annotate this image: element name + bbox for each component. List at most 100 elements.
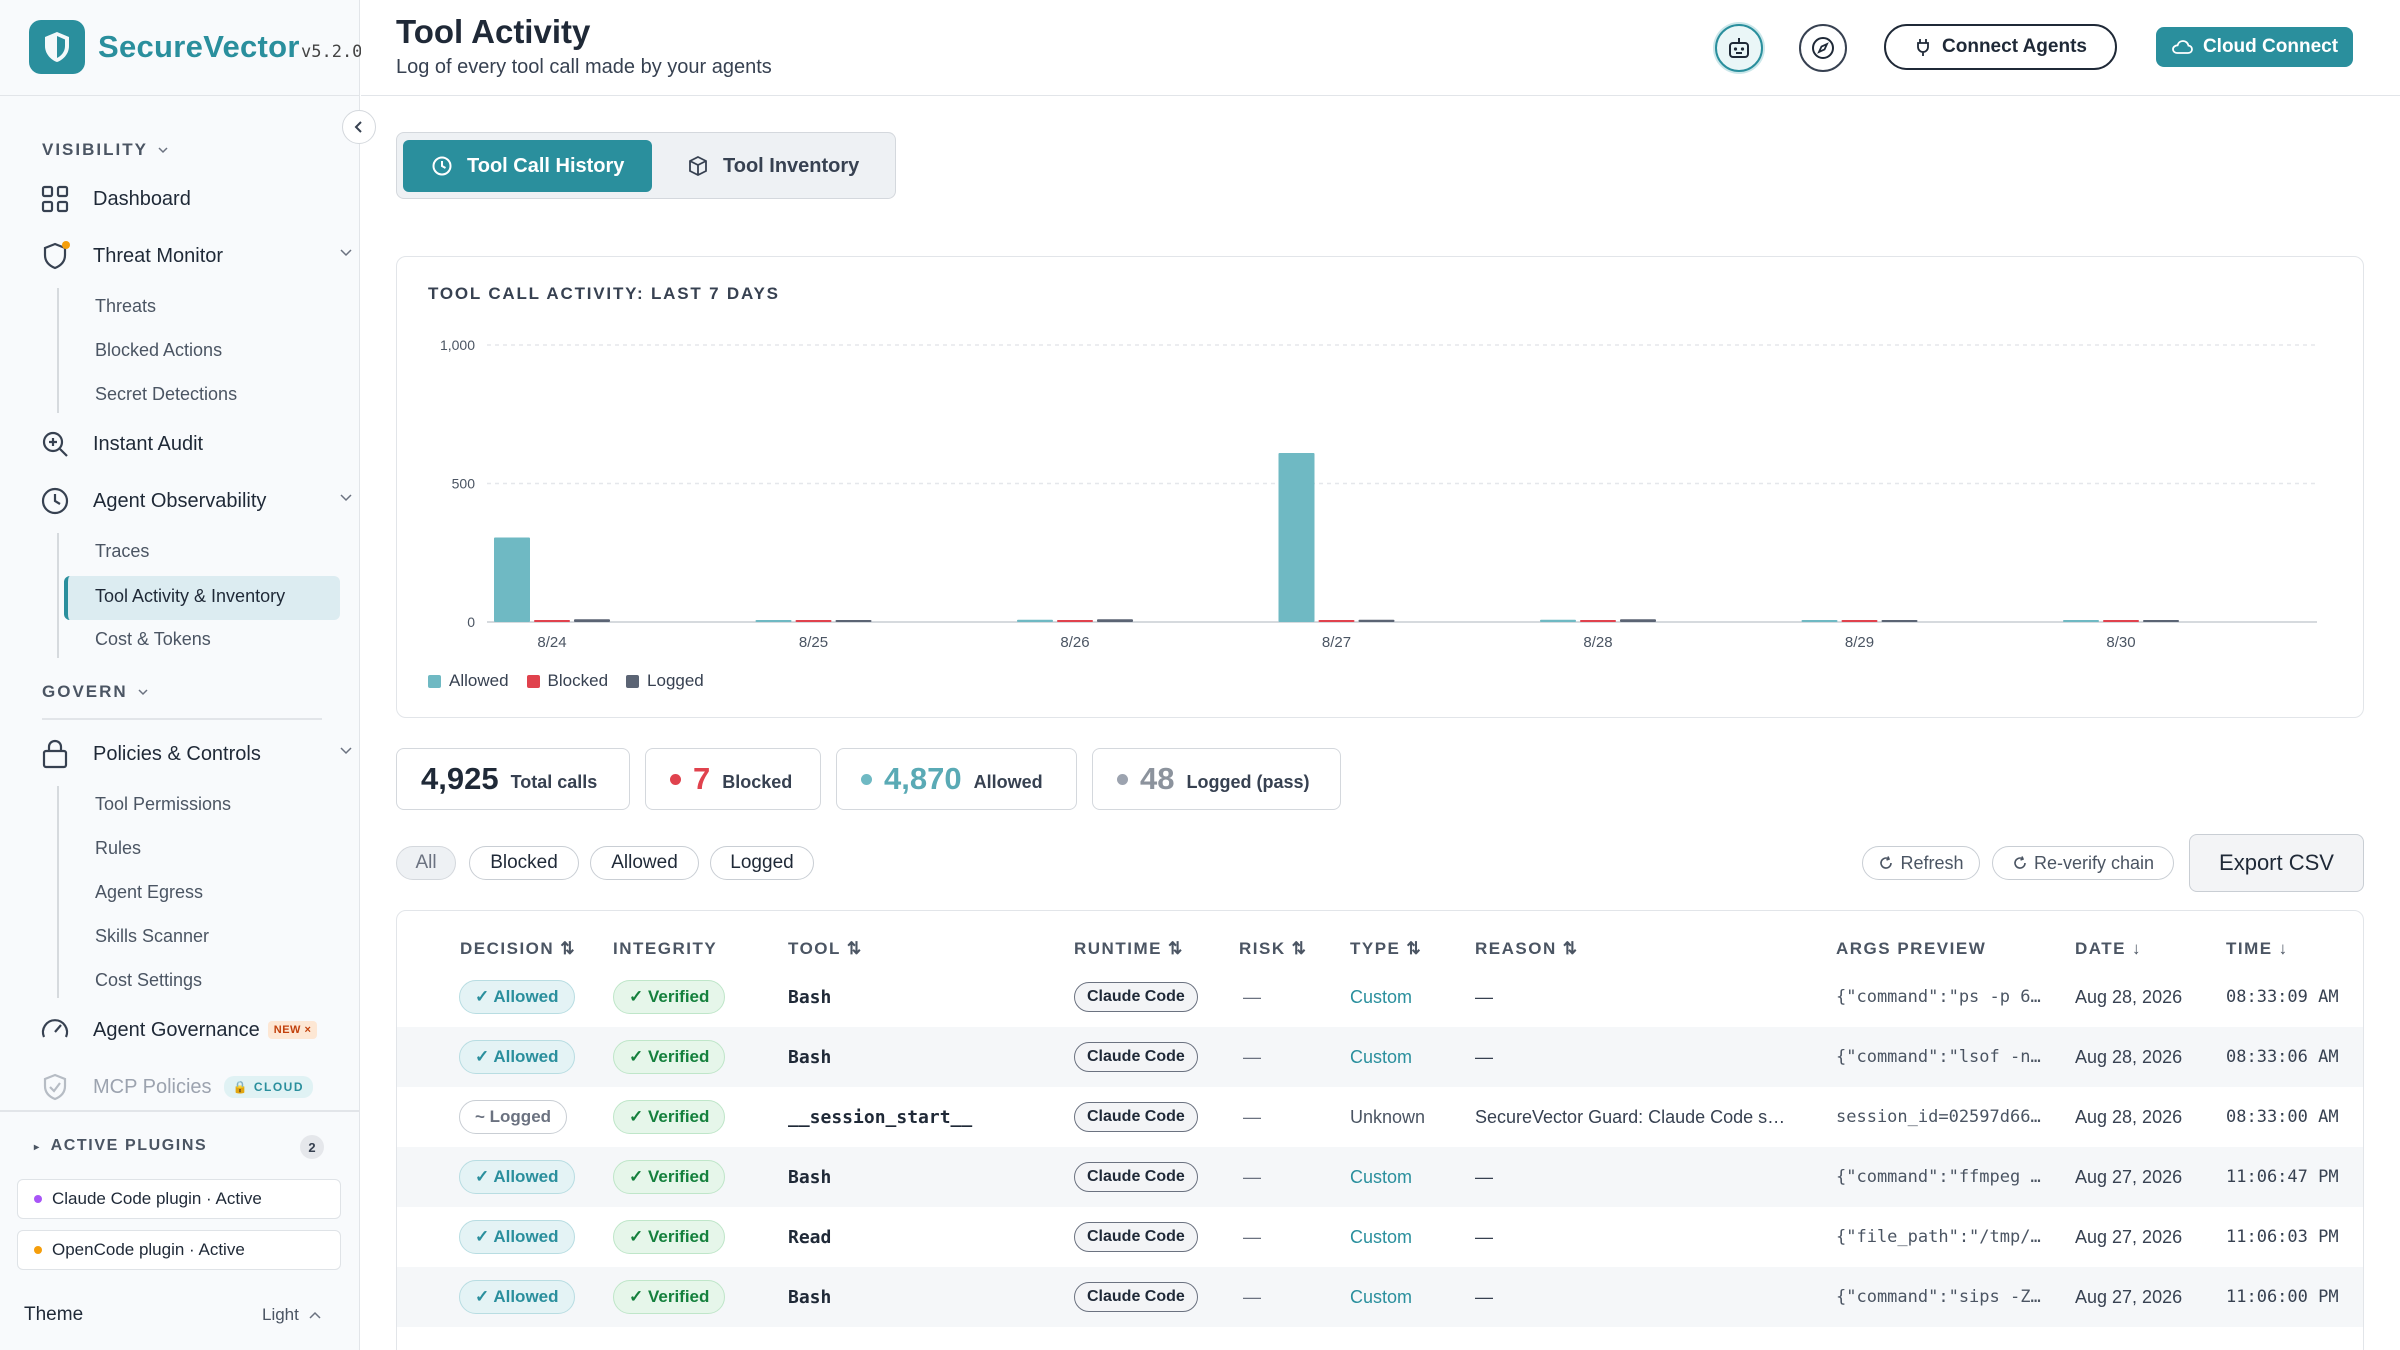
filter-blocked[interactable]: Blocked bbox=[469, 846, 579, 880]
tab-tool-call-history[interactable]: Tool Call History bbox=[403, 140, 653, 192]
chevron-up-icon bbox=[309, 1311, 321, 1319]
legend-swatch bbox=[526, 674, 540, 688]
sidebar-item-skills-scanner[interactable]: Skills Scanner bbox=[95, 926, 210, 946]
sidebar-item-threat-monitor-label: Threat Monitor bbox=[93, 244, 224, 267]
section-govern[interactable]: GOVERN bbox=[42, 682, 148, 702]
table-row[interactable]: ✓ Allowed ✓ Verified Bash Claude Code — Custo… bbox=[397, 967, 2363, 1027]
sidebar-item-dashboard[interactable]: Dashboard bbox=[38, 182, 191, 216]
sidebar-item-cost-tokens[interactable]: Cost & Tokens bbox=[95, 629, 211, 649]
legend-item-allowed[interactable]: Allowed bbox=[428, 671, 509, 691]
sidebar-item-blocked-actions[interactable]: Blocked Actions bbox=[95, 340, 223, 360]
table-row[interactable]: ✓ Allowed ✓ Verified Read Claude Code — Custo… bbox=[397, 1207, 2363, 1267]
col-header-args-preview: ARGS PREVIEW bbox=[1836, 939, 1986, 959]
sort-arrow-icon: ↓ bbox=[2278, 939, 2289, 958]
col-header-runtime[interactable]: RUNTIME ⇅ bbox=[1074, 939, 1184, 959]
stat-allowed[interactable]: 4,870 Allowed bbox=[836, 748, 1077, 810]
view-tabs: Tool Call History Tool Inventory bbox=[396, 132, 896, 199]
theme-toggle[interactable]: Light bbox=[262, 1305, 321, 1325]
filter-all[interactable]: All bbox=[396, 846, 456, 880]
reason-value: SecureVector Guard: Claude Code s… bbox=[1475, 1106, 1786, 1127]
col-header-time[interactable]: TIME ↓ bbox=[2226, 939, 2289, 959]
bar-logged bbox=[1358, 619, 1395, 622]
col-header-risk[interactable]: RISK ⇅ bbox=[1239, 939, 1307, 959]
col-header-type[interactable]: TYPE ⇅ bbox=[1350, 939, 1422, 959]
runtime-badge: Claude Code bbox=[1074, 1102, 1198, 1132]
time-value: 11:06:00 PM bbox=[2226, 1287, 2339, 1307]
type-value: Custom bbox=[1350, 1166, 1413, 1187]
sidebar-item-traces[interactable]: Traces bbox=[95, 541, 150, 561]
legend-label: Logged bbox=[647, 671, 704, 690]
sidebar-item-threat-monitor[interactable]: Threat Monitor bbox=[38, 239, 368, 273]
sidebar-item-policies-label: Policies & Controls bbox=[93, 742, 261, 765]
refresh-button[interactable]: Refresh bbox=[1862, 846, 1980, 880]
x-tick-label: 8/25 bbox=[799, 634, 828, 651]
filter-allowed[interactable]: Allowed bbox=[590, 846, 699, 880]
sidebar-item-cost-settings[interactable]: Cost Settings bbox=[95, 970, 203, 990]
sidebar-item-dashboard-label: Dashboard bbox=[93, 187, 191, 210]
sidebar-item-policies[interactable]: Policies & Controls bbox=[38, 737, 368, 771]
chart-legend: Allowed Blocked Logged bbox=[428, 671, 704, 691]
connect-agents-button[interactable]: Connect Agents bbox=[1884, 24, 2117, 70]
legend-item-blocked[interactable]: Blocked bbox=[526, 671, 608, 691]
risk-value: — bbox=[1243, 986, 1261, 1007]
new-badge[interactable]: NEW × bbox=[267, 1021, 318, 1039]
runtime-badge: Claude Code bbox=[1074, 1042, 1198, 1072]
sidebar-item-tool-activity[interactable]: Tool Activity & Inventory bbox=[95, 586, 286, 606]
plugin-item[interactable]: Claude Code plugin · Active bbox=[17, 1179, 341, 1219]
sidebar-item-secret-detections[interactable]: Secret Detections bbox=[95, 384, 238, 404]
legend-swatch bbox=[428, 674, 441, 688]
sidebar-item-agent-observability[interactable]: Agent Observability bbox=[38, 484, 368, 518]
page-title: Tool Activity bbox=[396, 13, 591, 50]
stat-blocked[interactable]: 7 Blocked bbox=[645, 748, 821, 810]
collapse-sidebar-button[interactable] bbox=[342, 110, 376, 144]
integrity-badge: ✓ Verified bbox=[613, 1100, 726, 1134]
plugin-item[interactable]: OpenCode plugin · Active bbox=[17, 1230, 341, 1270]
robot-button[interactable] bbox=[1715, 24, 1763, 72]
filter-logged[interactable]: Logged bbox=[710, 846, 814, 880]
active-plugins-header[interactable]: ▸ ACTIVE PLUGINS bbox=[34, 1137, 208, 1154]
table-row[interactable]: ✓ Allowed ✓ Verified Bash Claude Code — Custo… bbox=[397, 1267, 2363, 1327]
sidebar-item-mcp-policies[interactable]: MCP Policies 🔒 CLOUD bbox=[38, 1070, 314, 1104]
col-header-tool[interactable]: TOOL ⇅ bbox=[788, 939, 863, 959]
export-csv-button[interactable]: Export CSV bbox=[2189, 834, 2364, 892]
col-header-date[interactable]: DATE ↓ bbox=[2075, 939, 2142, 959]
stat-logged[interactable]: 48 Logged (pass) bbox=[1092, 748, 1341, 810]
brand-header: SecureVector v5.2.0 bbox=[0, 0, 362, 96]
tab-tool-inventory[interactable]: Tool Inventory bbox=[659, 140, 887, 192]
sidebar-item-agent-egress[interactable]: Agent Egress bbox=[95, 882, 204, 902]
tool-name: __session_start__ bbox=[788, 1106, 973, 1128]
bar-blocked bbox=[534, 620, 570, 622]
chart-canvas: 1,000 500 0 8/24 8/25 8/26 8/27 8/28 8/29 8/30 bbox=[440, 337, 2317, 651]
sidebar-item-threats[interactable]: Threats bbox=[95, 296, 157, 316]
compass-button[interactable] bbox=[1799, 24, 1847, 72]
sidebar-item-tool-permissions[interactable]: Tool Permissions bbox=[95, 794, 232, 814]
clock-icon bbox=[432, 156, 452, 176]
sort-icon: ⇅ bbox=[1562, 939, 1579, 958]
refresh-label: Refresh bbox=[1900, 852, 1964, 873]
col-header-reason[interactable]: REASON ⇅ bbox=[1475, 939, 1578, 959]
sidebar-item-instant-audit[interactable]: Instant Audit bbox=[38, 427, 203, 461]
status-dot bbox=[861, 773, 872, 785]
table-row[interactable]: ✓ Allowed ✓ Verified Bash Claude Code — Custo… bbox=[397, 1147, 2363, 1207]
table-row[interactable]: ~ Logged ✓ Verified __session_start__ Claud… bbox=[397, 1087, 2363, 1147]
cloud-connect-button[interactable]: Cloud Connect bbox=[2156, 27, 2353, 67]
x-tick-label: 8/24 bbox=[537, 634, 566, 651]
section-visibility[interactable]: VISIBILITY bbox=[42, 140, 168, 160]
legend-item-logged[interactable]: Logged bbox=[626, 671, 704, 691]
type-value: Custom bbox=[1350, 1286, 1413, 1307]
grid-icon bbox=[38, 182, 72, 216]
active-item-highlight bbox=[64, 576, 340, 620]
time-value: 08:33:06 AM bbox=[2226, 1047, 2339, 1067]
table-row[interactable]: ✓ Allowed ✓ Verified Bash Claude Code — Custo… bbox=[397, 1027, 2363, 1087]
risk-value: — bbox=[1243, 1166, 1261, 1187]
sidebar-item-rules[interactable]: Rules bbox=[95, 838, 142, 858]
stat-total-label: Total calls bbox=[510, 771, 598, 792]
tool-name: Bash bbox=[788, 1046, 832, 1068]
args-preview: {"command":"ffmpeg … bbox=[1836, 1167, 2041, 1187]
reverify-chain-button[interactable]: Re-verify chain bbox=[1992, 846, 2174, 880]
decision-badge: ✓ Allowed bbox=[459, 1220, 575, 1254]
x-tick-label: 8/26 bbox=[1060, 634, 1089, 651]
sidebar-item-agent-governance[interactable]: Agent Governance NEW × bbox=[38, 1013, 318, 1047]
col-header-decision[interactable]: DECISION ⇅ bbox=[460, 939, 576, 959]
reason-value: — bbox=[1475, 1166, 1493, 1187]
